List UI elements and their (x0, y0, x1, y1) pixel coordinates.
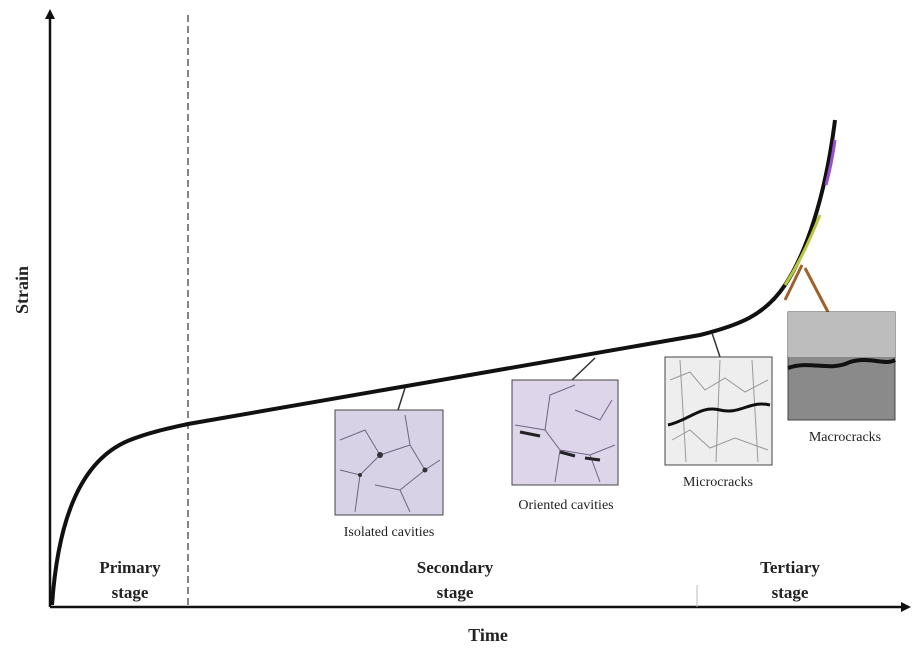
stage-label: stage (772, 583, 809, 602)
micrograph (788, 312, 895, 420)
stage-label: Tertiary (760, 558, 820, 577)
y-axis-label: Strain (12, 266, 32, 314)
cavity (423, 468, 428, 473)
micrograph-caption: Oriented cavities (518, 498, 613, 513)
micrograph (665, 357, 772, 465)
micrograph-frame (335, 410, 443, 515)
stage-label: Secondary (417, 558, 494, 577)
stage-label: stage (437, 583, 474, 602)
creep-diagram: Isolated cavities Oriented cavities Micr… (0, 0, 914, 651)
micrograph-caption: Microcracks (683, 475, 753, 490)
leader-line (398, 388, 405, 410)
micrograph (335, 410, 443, 515)
stage-label: Primary (99, 558, 161, 577)
leader-line (712, 333, 720, 357)
micrograph-caption: Isolated cavities (344, 525, 435, 540)
leader-line (572, 358, 595, 380)
micrograph-caption: Macrocracks (809, 430, 881, 445)
leader-line (805, 268, 828, 312)
micrograph (512, 380, 618, 485)
cavity (358, 473, 362, 477)
micrograph-region (788, 312, 895, 357)
cavity (377, 452, 383, 458)
x-axis-label: Time (468, 625, 508, 645)
stage-label: stage (112, 583, 149, 602)
